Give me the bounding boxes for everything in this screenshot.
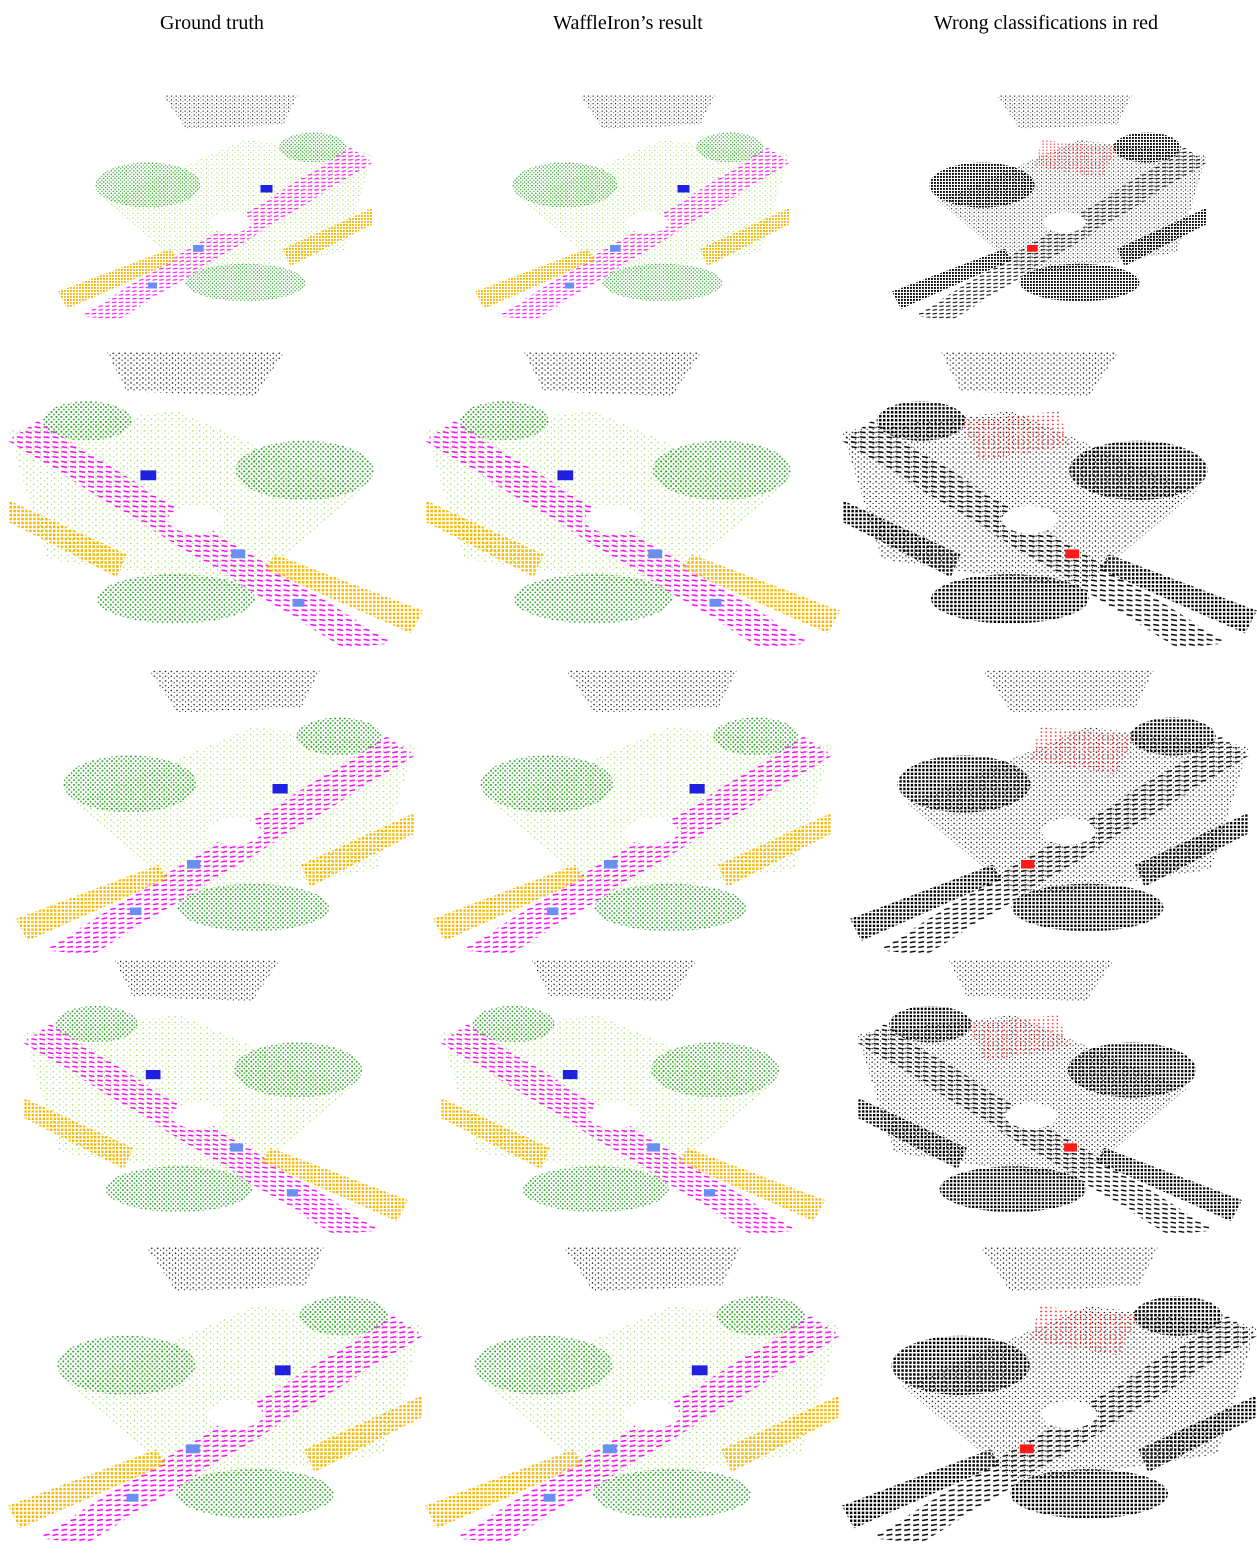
error-panel xyxy=(892,95,1207,320)
ground-truth-panel xyxy=(8,1247,423,1543)
ground-truth-panel xyxy=(8,352,423,648)
ground-truth-panel xyxy=(58,95,373,320)
figure-page: Ground truth WaffleIron’s result Wrong c… xyxy=(0,0,1257,1553)
error-panel xyxy=(857,960,1242,1235)
prediction-panel xyxy=(433,670,832,955)
ground-truth-panel xyxy=(23,960,408,1235)
error-panel xyxy=(850,670,1249,955)
error-panel xyxy=(842,1247,1257,1543)
prediction-panel xyxy=(425,352,840,648)
ground-truth-panel xyxy=(16,670,415,955)
point-cloud-panels xyxy=(0,0,1257,1553)
error-panel xyxy=(842,352,1257,648)
prediction-panel xyxy=(440,960,825,1235)
prediction-panel xyxy=(475,95,790,320)
prediction-panel xyxy=(425,1247,840,1543)
